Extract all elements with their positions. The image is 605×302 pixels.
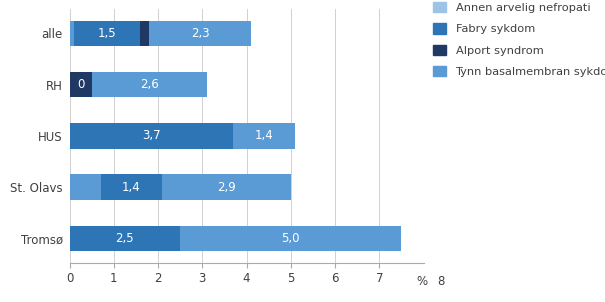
Bar (70, 21, 74, 46)
Text: 0: 0 (77, 78, 84, 91)
Text: 8: 8 (437, 275, 444, 288)
Text: 5,0: 5,0 (281, 232, 300, 245)
Bar (140, 21, 149, 46)
Bar (70, 123, 234, 149)
Text: 3,7: 3,7 (142, 129, 161, 143)
Text: 2,5: 2,5 (116, 232, 134, 245)
Text: 1,4: 1,4 (255, 129, 273, 143)
Bar (149, 21, 251, 46)
Text: 2,9: 2,9 (217, 181, 236, 194)
Bar (180, 226, 401, 251)
Bar (74, 21, 140, 46)
Text: 2,3: 2,3 (191, 27, 209, 40)
Bar (70, 174, 100, 200)
Bar (70, 226, 180, 251)
Bar (163, 174, 291, 200)
Bar (234, 123, 295, 149)
Legend: Annen arvelig nefropati, Fabry sykdom, Alport syndrom, Tynn basalmembran sykdom: Annen arvelig nefropati, Fabry sykdom, A… (433, 2, 605, 77)
Bar (70, 72, 92, 98)
Text: 1,5: 1,5 (98, 27, 117, 40)
Bar (92, 72, 207, 98)
Text: %: % (417, 275, 428, 288)
Text: 1,4: 1,4 (122, 181, 141, 194)
Text: 2,6: 2,6 (140, 78, 159, 91)
Bar (100, 174, 163, 200)
